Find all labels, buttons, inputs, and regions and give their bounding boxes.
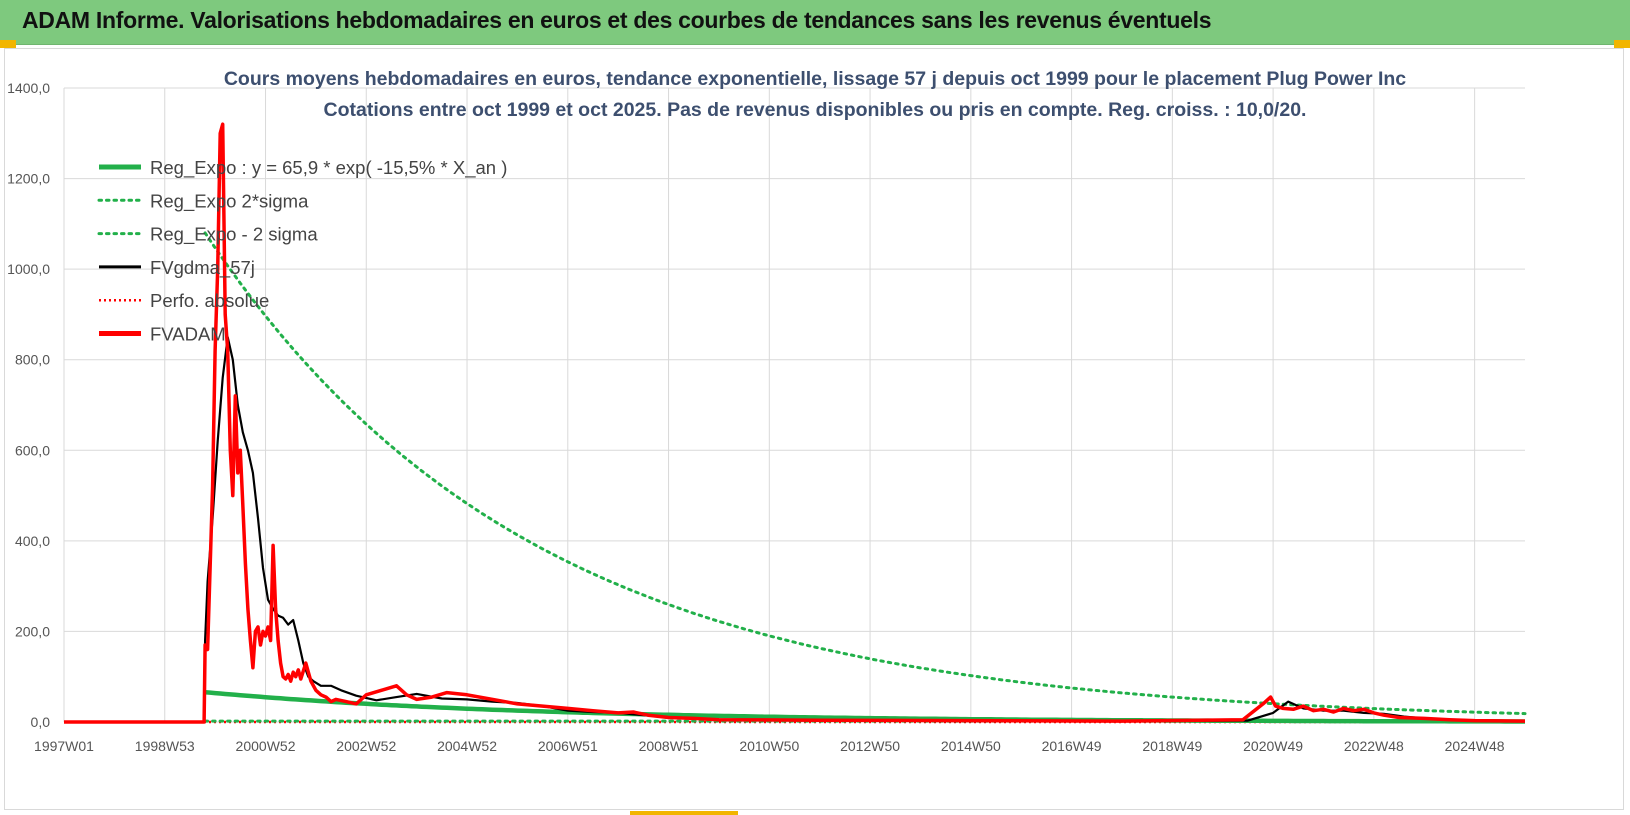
legend-label: FVADAM: [150, 324, 226, 345]
x-tick-label: 2006W51: [538, 738, 598, 754]
y-axis-ticks: 0,0 200,0 400,0 600,0 800,0 1000,0 1200,0 1400,…: [7, 80, 50, 730]
y-tick-label: 0,0: [31, 714, 51, 730]
chart-subtitle: Cotations entre oct 1999 et oct 2025. Pa…: [324, 99, 1307, 121]
x-tick-label: 2022W48: [1344, 738, 1404, 754]
y-tick-label: 1200,0: [7, 171, 50, 187]
x-tick-label: 2012W50: [840, 738, 900, 754]
corner-marker-right: [1614, 40, 1630, 48]
x-tick-label: 1997W01: [34, 738, 94, 754]
x-tick-label: 2002W52: [336, 738, 396, 754]
legend-label: Reg_Expo : y = 65,9 * exp( -15,5% * X_an…: [150, 157, 507, 179]
y-tick-label: 1000,0: [7, 261, 50, 277]
chart: 0,0 200,0 400,0 600,0 800,0 1000,0 1200,0 1400,…: [7, 68, 1527, 754]
y-tick-label: 1400,0: [7, 80, 50, 96]
legend-label: Reg_Expo - 2 sigma: [150, 224, 318, 246]
x-tick-label: 2018W49: [1142, 738, 1202, 754]
x-axis-ticks: 1997W01 1998W53 2000W52 2002W52 2004W52 2006W…: [34, 738, 1505, 754]
legend-label: Perfo. absolue: [150, 290, 269, 311]
legend-label: FVgdma_57j: [150, 257, 255, 279]
y-tick-label: 800,0: [15, 352, 50, 368]
x-tick-label: 1998W53: [135, 738, 195, 754]
series-group: [64, 122, 1527, 724]
header-bar: ADAM Informe. Valorisations hebdomadaire…: [0, 0, 1630, 45]
series-fvgdma-57j: [64, 336, 1526, 724]
x-tick-label: 2010W50: [739, 738, 799, 754]
y-tick-label: 200,0: [15, 623, 50, 639]
series-reg-expo-plus-2sigma: [203, 231, 1527, 716]
grid-lines: [63, 87, 1525, 723]
header-title: ADAM Informe. Valorisations hebdomadaire…: [22, 7, 1212, 33]
x-tick-label: 2000W52: [236, 738, 296, 754]
y-tick-label: 600,0: [15, 442, 50, 458]
chart-title: Cours moyens hebdomadaires en euros, ten…: [224, 68, 1406, 90]
series-fvadam: [64, 122, 1526, 724]
x-tick-label: 2016W49: [1042, 738, 1102, 754]
x-tick-label: 2004W52: [437, 738, 497, 754]
corner-marker-left: [0, 40, 16, 48]
x-tick-label: 2024W48: [1445, 738, 1505, 754]
legend: Reg_Expo : y = 65,9 * exp( -15,5% * X_an…: [97, 157, 507, 345]
y-tick-label: 400,0: [15, 533, 50, 549]
x-tick-label: 2014W50: [941, 738, 1001, 754]
bottom-accent-bar: [630, 811, 738, 815]
series-reg-expo: [204, 689, 1525, 724]
legend-label: Reg_Expo 2*sigma: [150, 190, 309, 212]
x-tick-label: 2020W49: [1243, 738, 1303, 754]
x-tick-label: 2008W51: [639, 738, 699, 754]
